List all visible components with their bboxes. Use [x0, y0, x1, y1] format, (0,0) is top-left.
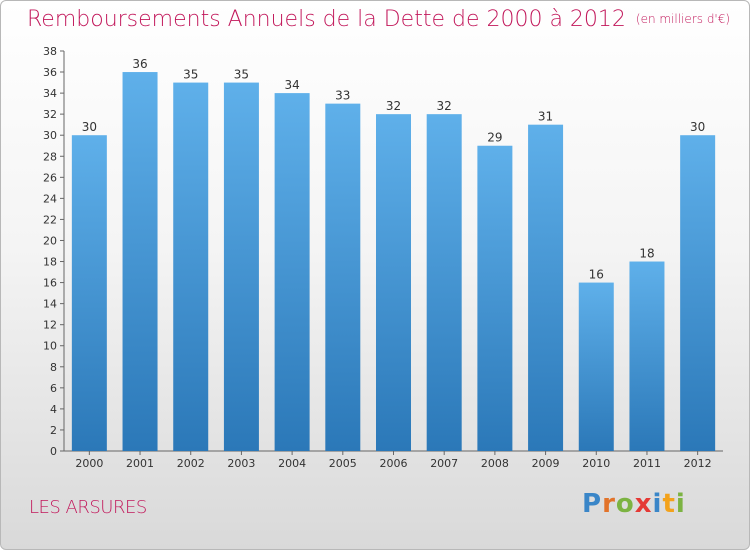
proxiti-logo: Proxiti	[582, 489, 686, 519]
y-tick-label: 10	[43, 340, 57, 353]
value-label-2001: 36	[132, 57, 147, 71]
bar-2009	[528, 124, 564, 452]
y-tick-label: 14	[43, 298, 57, 311]
y-tick-label: 20	[43, 234, 57, 247]
logo-letter: x	[634, 489, 653, 519]
x-tick-label-2010: 2010	[582, 457, 610, 470]
y-tick-label: 22	[43, 213, 57, 226]
chart-title-text: Remboursements Annuels de la Dette de 20…	[27, 7, 626, 32]
value-label-2003: 35	[234, 68, 249, 82]
chart-title: Remboursements Annuels de la Dette de 20…	[27, 7, 730, 32]
value-label-2006: 32	[386, 99, 401, 113]
x-tick-label-2009: 2009	[532, 457, 560, 470]
y-tick-label: 2	[50, 424, 57, 437]
x-tick-label-2011: 2011	[633, 457, 661, 470]
bar-2012	[680, 135, 716, 452]
y-tick-label: 24	[43, 192, 57, 205]
y-tick-label: 32	[43, 108, 57, 121]
x-tick-label-2004: 2004	[278, 457, 306, 470]
y-tick-label: 6	[50, 382, 57, 395]
logo-letter: i	[652, 489, 663, 519]
y-tick-label: 18	[43, 256, 57, 269]
bar-2008	[477, 145, 513, 451]
x-tick-label-2003: 2003	[227, 457, 255, 470]
value-label-2007: 32	[437, 99, 452, 113]
y-tick-label: 34	[43, 87, 57, 100]
y-tick-label: 30	[43, 129, 57, 142]
logo-letter: i	[675, 489, 686, 519]
bar-2006	[376, 114, 411, 451]
y-tick-label: 28	[43, 150, 57, 163]
bar-2011	[629, 261, 665, 451]
y-tick-label: 4	[50, 403, 57, 416]
value-label-2004: 34	[284, 78, 299, 92]
value-label-2000: 30	[82, 120, 97, 134]
x-tick-label-2005: 2005	[329, 457, 357, 470]
bar-2001	[122, 72, 158, 451]
value-label-2009: 31	[538, 110, 553, 124]
x-tick-label-2008: 2008	[481, 457, 509, 470]
bar-2007	[426, 114, 462, 451]
x-tick-label-2006: 2006	[380, 457, 408, 470]
x-tick-label-2012: 2012	[684, 457, 712, 470]
bar-2005	[325, 103, 361, 451]
y-tick-label: 12	[43, 319, 57, 332]
bar-2004	[274, 93, 310, 452]
value-label-2008: 29	[487, 131, 502, 145]
y-tick-label: 38	[43, 45, 57, 58]
value-label-2010: 16	[589, 268, 604, 282]
commune-name: LES ARSURES	[29, 497, 147, 518]
logo-letter: P	[582, 489, 603, 519]
value-label-2005: 33	[335, 89, 350, 103]
y-tick-label: 16	[43, 277, 57, 290]
y-tick-label: 26	[43, 171, 57, 184]
x-tick-label-2007: 2007	[430, 457, 458, 470]
logo-letter: o	[615, 489, 635, 519]
y-tick-label: 0	[50, 445, 57, 458]
x-tick-label-2002: 2002	[177, 457, 205, 470]
logo-letter: t	[662, 489, 676, 519]
bar-2003	[223, 82, 259, 451]
bar-2000	[71, 135, 107, 452]
logo-letter: r	[602, 489, 616, 519]
y-tick-label: 36	[43, 66, 57, 79]
chart-unit: (en milliers d'€)	[635, 12, 731, 26]
x-tick-label-2001: 2001	[126, 457, 154, 470]
value-label-2011: 18	[639, 247, 654, 261]
value-label-2002: 35	[183, 68, 198, 82]
value-label-2012: 30	[690, 120, 705, 134]
x-tick-label-2000: 2000	[75, 457, 103, 470]
y-tick-label: 8	[50, 361, 57, 374]
bar-2002	[173, 82, 209, 451]
bar-2010	[578, 282, 614, 451]
